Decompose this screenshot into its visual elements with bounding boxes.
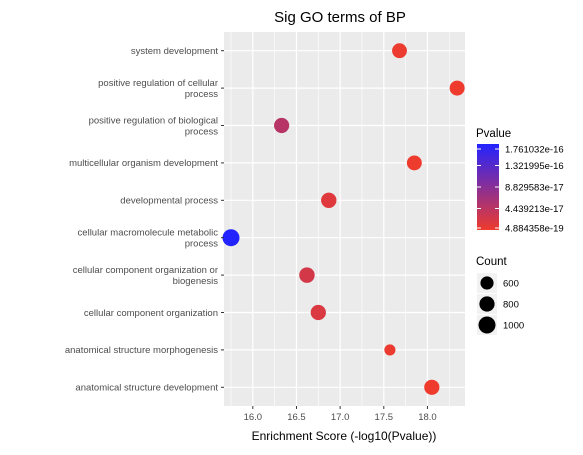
pvalue-colorbar-ticks: 1.761032e-16 1.321995e-16 8.829583e-17 4.43…	[477, 144, 564, 234]
grid-lines	[224, 32, 465, 406]
count-legend: Count 600 800 1000	[476, 256, 524, 335]
y-tick-label: cellular macromolecule metabolic process	[78, 228, 219, 250]
y-tick-label: positive regulation of biological process	[89, 115, 219, 137]
y-tick-label: cellular component organization or biogen…	[73, 265, 218, 287]
count-legend-dot	[478, 316, 496, 334]
y-axis-labels: system development positive regulation of…	[65, 46, 224, 394]
data-points	[222, 43, 465, 395]
x-tick-label: 16.5	[287, 412, 306, 423]
y-tick-label: system development	[131, 46, 218, 57]
data-point	[424, 379, 440, 395]
count-legend-items: 600 800 1000	[477, 273, 524, 335]
y-tick-label: anatomical structure morphogenesis	[65, 345, 218, 356]
x-axis-ticks: 16.0 16.5 17.0 17.5 18.0	[244, 406, 437, 423]
pvalue-legend: Pvalue 1.761032e-16 1.321995e-16 8.829583e…	[476, 128, 564, 234]
count-legend-label: 800	[503, 299, 519, 310]
pvalue-legend-title: Pvalue	[476, 128, 511, 140]
y-tick-label: cellular component organization	[84, 308, 218, 319]
data-point	[384, 344, 396, 356]
x-tick-label: 17.0	[331, 412, 350, 423]
count-legend-dot	[479, 296, 495, 312]
data-point	[449, 80, 465, 96]
count-legend-title: Count	[476, 256, 507, 268]
data-point	[222, 229, 240, 247]
count-legend-dot	[480, 276, 494, 290]
count-legend-label: 600	[503, 278, 519, 289]
chart-title: Sig GO terms of BP	[274, 9, 406, 26]
y-tick-label: multicellular organism development	[69, 158, 218, 169]
y-tick-label: positive regulation of cellular process	[98, 78, 218, 100]
pvalue-colorbar	[477, 144, 499, 230]
data-point	[310, 304, 326, 321]
x-axis-title: Enrichment Score (-log10(Pvalue))	[252, 429, 437, 443]
x-tick-label: 18.0	[418, 412, 437, 423]
data-point	[392, 43, 407, 59]
colorbar-label: 8.829583e-17	[505, 182, 564, 193]
plot-panel	[224, 32, 465, 406]
y-tick-label: developmental process	[120, 196, 218, 207]
colorbar-label: 1.761032e-16	[505, 144, 564, 155]
colorbar-label: 1.321995e-16	[505, 161, 564, 172]
colorbar-label: 4.884358e-19	[505, 223, 564, 234]
data-point	[274, 117, 290, 134]
data-point	[321, 192, 337, 208]
data-point	[406, 155, 422, 171]
colorbar-label: 4.439213e-17	[505, 204, 564, 215]
data-point	[299, 267, 315, 283]
y-tick-label: anatomical structure development	[75, 383, 218, 394]
count-legend-label: 1000	[503, 320, 524, 331]
x-tick-label: 16.0	[244, 412, 263, 423]
x-tick-label: 17.5	[375, 412, 394, 423]
